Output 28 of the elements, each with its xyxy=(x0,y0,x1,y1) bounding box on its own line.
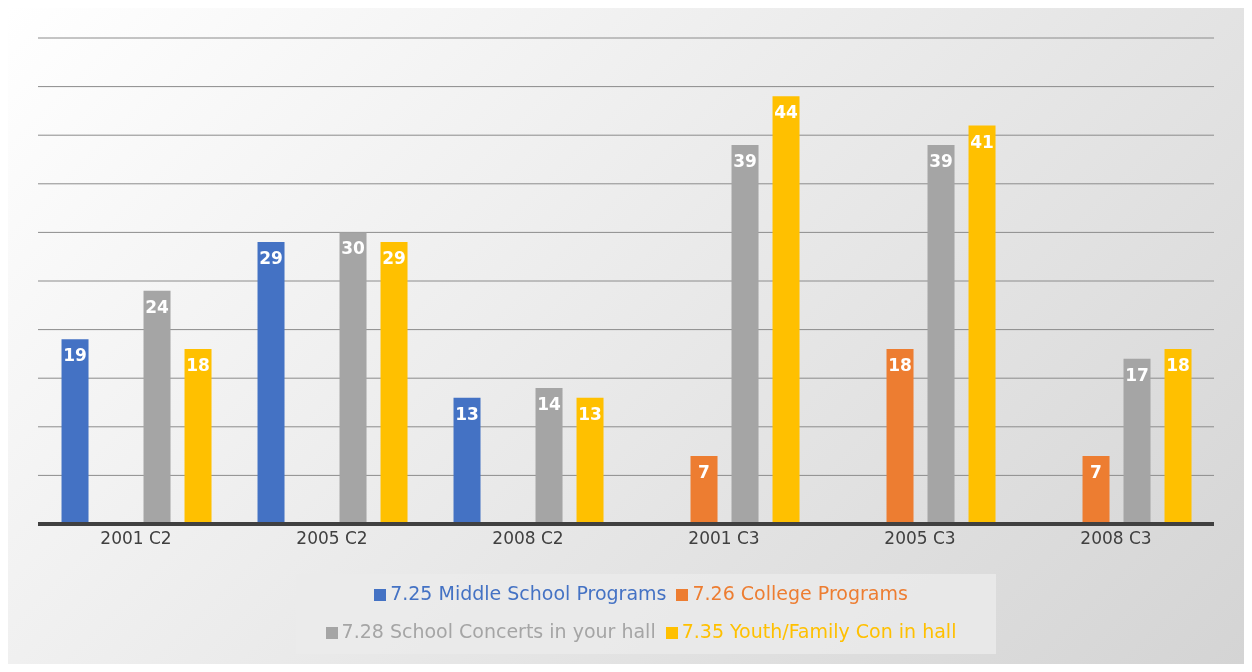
data-label: 39 xyxy=(733,150,757,171)
x-tick-label: 2001 C2 xyxy=(100,528,172,549)
data-label: 19 xyxy=(63,345,87,366)
legend-label: 7.35 Youth/Family Con in hall xyxy=(681,620,957,642)
legend-label: 7.26 College Programs xyxy=(692,582,908,604)
data-label: 18 xyxy=(186,355,210,376)
data-label: 24 xyxy=(145,296,170,317)
x-tick-label: 2008 C2 xyxy=(492,528,564,549)
x-tick-label: 2005 C3 xyxy=(884,528,956,549)
data-label: 29 xyxy=(382,248,406,269)
data-label: 13 xyxy=(455,403,479,424)
x-tick-label: 2001 C3 xyxy=(688,528,760,549)
data-label: 44 xyxy=(774,102,799,123)
data-label: 7 xyxy=(1090,462,1102,483)
data-label: 39 xyxy=(929,150,953,171)
data-label: 14 xyxy=(537,393,562,414)
data-label: 41 xyxy=(970,131,994,152)
data-label: 18 xyxy=(1166,355,1190,376)
data-label: 13 xyxy=(578,403,602,424)
data-label: 17 xyxy=(1125,364,1149,385)
data-label: 29 xyxy=(259,248,283,269)
legend-label: 7.25 Middle School Programs xyxy=(390,582,667,604)
data-label: 18 xyxy=(888,355,912,376)
legend-label: 7.28 School Concerts in your hall xyxy=(341,620,656,642)
x-tick-label: 2005 C2 xyxy=(296,528,368,549)
data-label: 7 xyxy=(698,462,710,483)
x-tick-label: 2008 C3 xyxy=(1080,528,1152,549)
data-label: 30 xyxy=(341,238,366,259)
